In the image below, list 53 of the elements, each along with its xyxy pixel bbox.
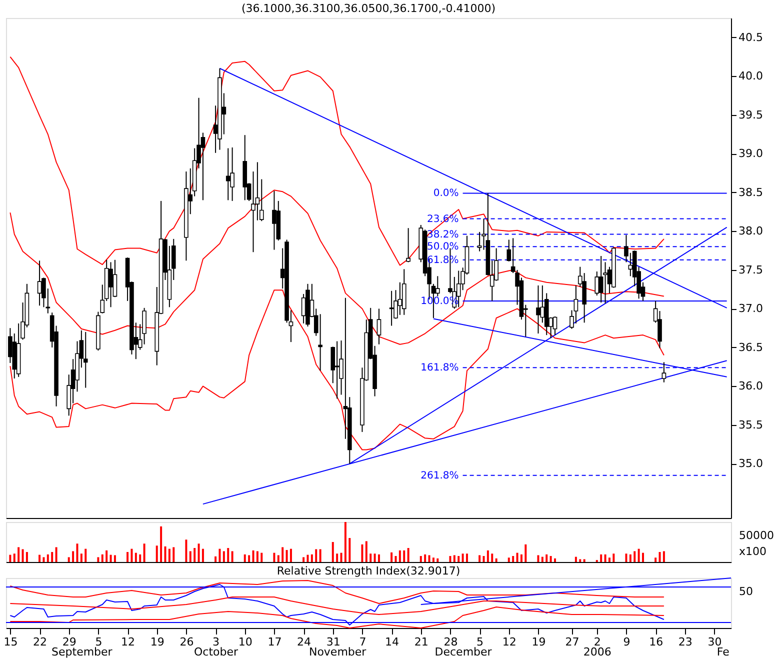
y-tick-label: 40.0 bbox=[738, 70, 763, 83]
x-tick-label: 29 bbox=[62, 636, 76, 648]
x-tick-label: 26 bbox=[180, 636, 194, 648]
y-tick-label: 36.0 bbox=[738, 380, 763, 393]
text: 50 bbox=[739, 585, 753, 598]
x-tick-label: 27 bbox=[565, 636, 580, 648]
y-tick-label: 35.0 bbox=[738, 457, 763, 470]
text: 50000 bbox=[739, 529, 774, 542]
x-tick-label: 19 bbox=[532, 636, 546, 648]
annotation: 50.0% bbox=[427, 242, 459, 253]
x-tick-label: 7 bbox=[359, 636, 366, 648]
x-tick-label: 3 bbox=[212, 636, 220, 648]
x-tick-label: 5 bbox=[476, 636, 484, 648]
x-tick-label: 12 bbox=[502, 636, 516, 648]
y-tick-label: 39.0 bbox=[738, 147, 763, 160]
x-tick-label: 30 bbox=[708, 636, 722, 648]
x-tick-label: 19 bbox=[150, 636, 164, 648]
x2-tick-label: 2006 bbox=[583, 646, 612, 658]
x-tick-label: 5 bbox=[95, 636, 102, 648]
y-tick-label: 38.5 bbox=[738, 186, 763, 199]
x2-tick-label: December bbox=[434, 646, 492, 658]
chart-title: Relative Strength Index(32.9017) bbox=[276, 564, 460, 578]
y-tick-label: 36.5 bbox=[738, 340, 763, 354]
chart-title: (36.1000,36.3100,36.0500,36.1700,-0.41000) bbox=[242, 2, 496, 15]
x-tick-label: 17 bbox=[268, 636, 282, 648]
annotation: 0.0% bbox=[433, 188, 459, 200]
text: x100 bbox=[739, 545, 767, 558]
x-tick-label: 12 bbox=[121, 636, 136, 648]
annotation: 261.8% bbox=[420, 470, 459, 482]
x-tick-label: 31 bbox=[326, 636, 340, 648]
y-tick-label: 37.5 bbox=[738, 263, 763, 276]
y-tick-label: 40.5 bbox=[738, 30, 763, 44]
x-tick-label: 28 bbox=[444, 636, 458, 648]
x-tick-label: 9 bbox=[623, 636, 630, 648]
x2-tick-label: Fe bbox=[716, 646, 730, 658]
x-tick-label: 14 bbox=[385, 636, 400, 648]
x2-tick-label: September bbox=[52, 646, 113, 658]
y-tick-label: 37.0 bbox=[738, 302, 763, 316]
x-tick-label: 23 bbox=[678, 636, 692, 648]
x-tick-label: 15 bbox=[4, 636, 18, 648]
annotation: 161.8% bbox=[420, 362, 459, 374]
x-tick-label: 21 bbox=[414, 636, 428, 648]
y-tick-label: 39.5 bbox=[738, 108, 763, 122]
x-tick-label: 10 bbox=[238, 636, 252, 648]
x-tick-label: 22 bbox=[33, 636, 48, 648]
x-tick-label: 2 bbox=[594, 636, 601, 648]
x2-tick-label: October bbox=[194, 646, 239, 658]
y-tick-label: 38.0 bbox=[738, 224, 763, 238]
annotation: 38.2% bbox=[427, 229, 459, 240]
x-tick-label: 16 bbox=[649, 636, 664, 648]
x2-tick-label: November bbox=[308, 646, 367, 658]
y-tick-label: 35.5 bbox=[738, 418, 763, 432]
x-tick-label: 24 bbox=[297, 636, 312, 648]
